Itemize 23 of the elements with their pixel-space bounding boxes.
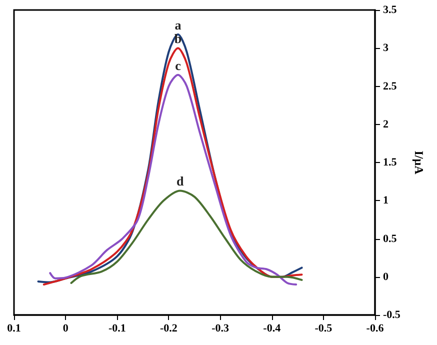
x-tick-label: -0.2 (160, 322, 178, 334)
y-tick-label: 2 (383, 118, 389, 130)
x-tick-label: -0.1 (108, 322, 126, 334)
series-label: c (175, 58, 182, 73)
line-series (70, 190, 303, 284)
x-tick-label: 0 (62, 322, 69, 334)
y-tick-label: -0.5 (383, 309, 401, 321)
line-series (49, 74, 298, 286)
x-tick-label: -0.4 (263, 322, 282, 334)
x-tick-label: -0.3 (212, 322, 230, 334)
x-tick-label: -0.6 (366, 322, 384, 334)
y-tick-label: 2.5 (383, 80, 398, 92)
y-tick-label: 3.5 (383, 4, 398, 16)
y-tick-label: 1.5 (383, 156, 398, 168)
y-tick-label: 3 (383, 42, 389, 54)
y-tick-label: 0.5 (383, 232, 398, 245)
x-tick-label: -0.5 (314, 322, 333, 334)
series-label: a (174, 17, 182, 32)
series-label: d (176, 174, 184, 189)
y-tick-label: 1 (383, 194, 388, 207)
y-axis-title: I/μA (412, 150, 426, 175)
y-tick-label: 0 (383, 270, 389, 283)
x-tick-label: 0.1 (7, 322, 21, 334)
